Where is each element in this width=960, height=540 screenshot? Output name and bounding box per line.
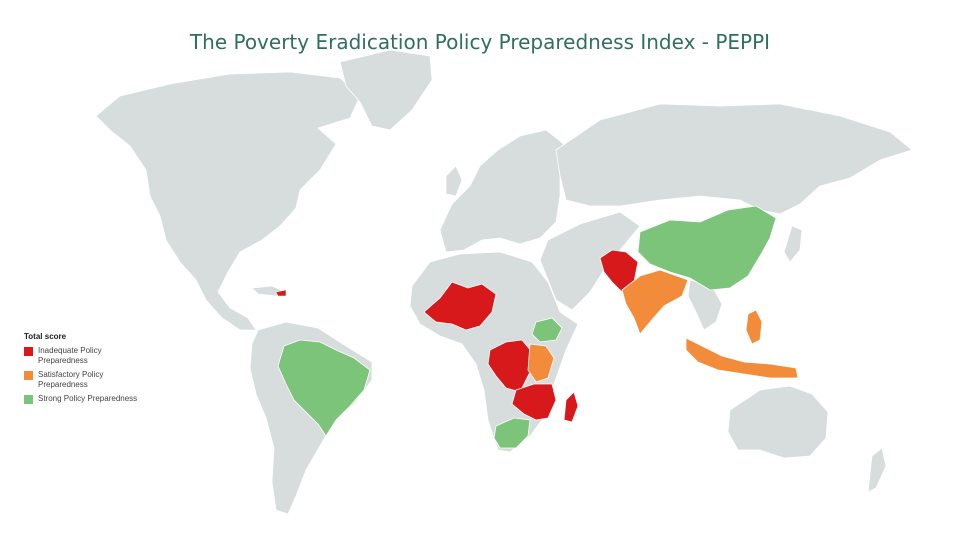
region-japan xyxy=(783,225,803,263)
region-southeast-africa xyxy=(511,383,557,421)
region-china xyxy=(637,205,777,291)
region-north-america xyxy=(95,71,361,331)
region-haiti xyxy=(275,289,287,297)
region-middle-east xyxy=(539,211,641,311)
region-greenland xyxy=(339,49,433,131)
region-philippines xyxy=(745,309,763,345)
legend-swatch-strong xyxy=(24,395,33,404)
region-east-africa xyxy=(527,343,555,383)
map-title: The Poverty Eradication Policy Preparedn… xyxy=(189,30,771,54)
region-asia-north xyxy=(555,103,913,215)
legend-swatch-inadequate xyxy=(24,347,33,356)
region-india xyxy=(621,269,689,335)
region-australia xyxy=(727,385,829,459)
legend-title: Total score xyxy=(24,332,67,341)
legend-label-inadequate: Inadequate Policy Preparedness xyxy=(38,346,102,365)
region-madagascar xyxy=(563,391,579,423)
legend-item-strong: Strong Policy Preparedness xyxy=(24,394,164,404)
region-europe xyxy=(439,129,567,253)
legend-label-satisfactory: Satisfactory Policy Preparedness xyxy=(38,370,104,389)
region-brazil xyxy=(277,339,371,437)
region-uk xyxy=(445,165,463,197)
region-central-africa xyxy=(487,339,533,393)
legend: Total score Inadequate Policy Preparedne… xyxy=(24,332,164,408)
legend-swatch-satisfactory xyxy=(24,371,33,380)
region-new-zealand xyxy=(867,447,887,493)
legend-label-strong: Strong Policy Preparedness xyxy=(38,394,138,403)
legend-item-inadequate: Inadequate Policy Preparedness xyxy=(24,346,164,366)
region-south-africa xyxy=(493,417,531,449)
region-indonesia xyxy=(685,337,799,379)
region-sahel-west xyxy=(423,281,497,331)
region-ethiopia xyxy=(531,317,563,343)
legend-item-satisfactory: Satisfactory Policy Preparedness xyxy=(24,370,164,390)
